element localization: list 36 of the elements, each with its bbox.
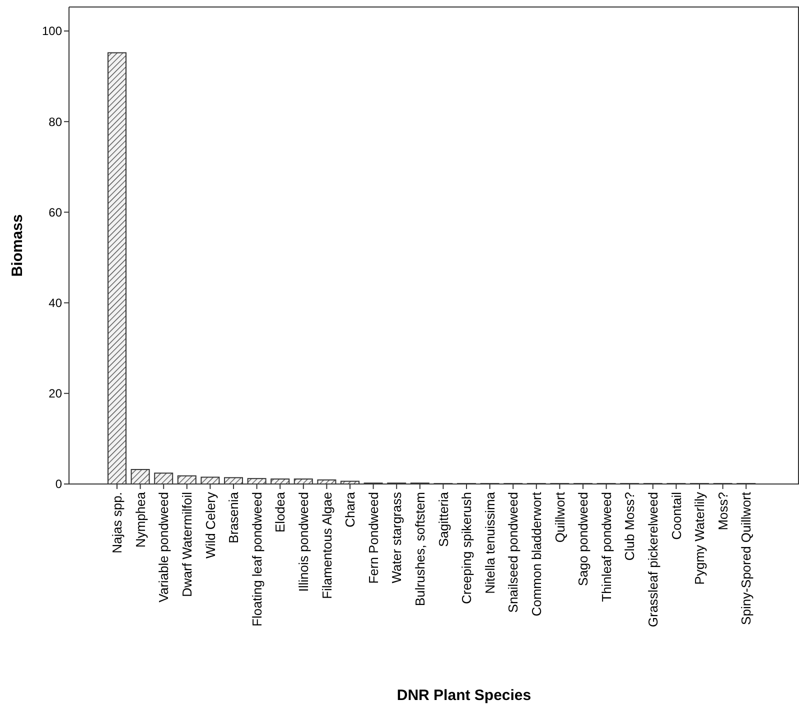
x-tick-label: Pygmy Waterlily bbox=[692, 492, 708, 585]
x-tick-label: Club Moss? bbox=[622, 492, 638, 561]
x-tick-label: Dwarf Watermilfoil bbox=[179, 492, 194, 597]
x-tick-label: Thinleaf pondweed bbox=[598, 492, 614, 602]
x-axis-title: DNR Plant Species bbox=[396, 687, 532, 704]
y-tick-label: 60 bbox=[48, 205, 62, 220]
x-tick-label: Snailseed pondweed bbox=[506, 492, 521, 613]
x-tick-label: Spiny-Spored Quillwort bbox=[738, 492, 754, 625]
x-tick-label: Elodea bbox=[272, 491, 288, 532]
x-tick-label: Creeping spikerush bbox=[459, 492, 474, 604]
x-tick-label: Moss? bbox=[715, 492, 730, 530]
x-tick-label: Water stargrass bbox=[389, 492, 404, 584]
x-tick-label: Chara bbox=[342, 491, 358, 528]
x-tick-label: Wild Celery bbox=[202, 492, 218, 558]
x-tick-label: Sago pondweed bbox=[576, 492, 591, 586]
y-tick-label: 100 bbox=[42, 24, 62, 38]
x-tick-label: Sagitteria bbox=[436, 491, 451, 547]
y-axis-title: Biomass bbox=[9, 214, 26, 277]
x-tick-label: Fern Pondweed bbox=[366, 492, 381, 584]
y-tick-label: 40 bbox=[48, 296, 62, 310]
y-tick-label: 20 bbox=[48, 386, 62, 401]
x-tick-label: Coontail bbox=[668, 492, 684, 540]
x-tick-label: Najas spp. bbox=[110, 492, 125, 554]
x-tick-label: Floating leaf pondweed bbox=[249, 492, 264, 626]
x-tick-label: Bulrushes, softstem bbox=[412, 492, 428, 606]
x-tick-label: Illinois pondweed bbox=[296, 492, 311, 592]
x-tick-label: Brasenia bbox=[226, 491, 242, 544]
x-tick-label: Grassleaf pickerelweed bbox=[645, 492, 660, 628]
x-tick-label: Nitella tenuissima bbox=[482, 491, 498, 594]
y-tick-label: 80 bbox=[48, 114, 62, 129]
x-tick-label: Nymphea bbox=[132, 491, 148, 548]
x-tick-label: Quillwort bbox=[552, 492, 568, 543]
x-tick-label: Variable pondweed bbox=[156, 492, 172, 602]
y-tick-label: 0 bbox=[55, 477, 62, 492]
x-tick-label: Common bladderwort bbox=[528, 492, 544, 616]
x-tick-label: Filamentous Algae bbox=[319, 492, 334, 599]
